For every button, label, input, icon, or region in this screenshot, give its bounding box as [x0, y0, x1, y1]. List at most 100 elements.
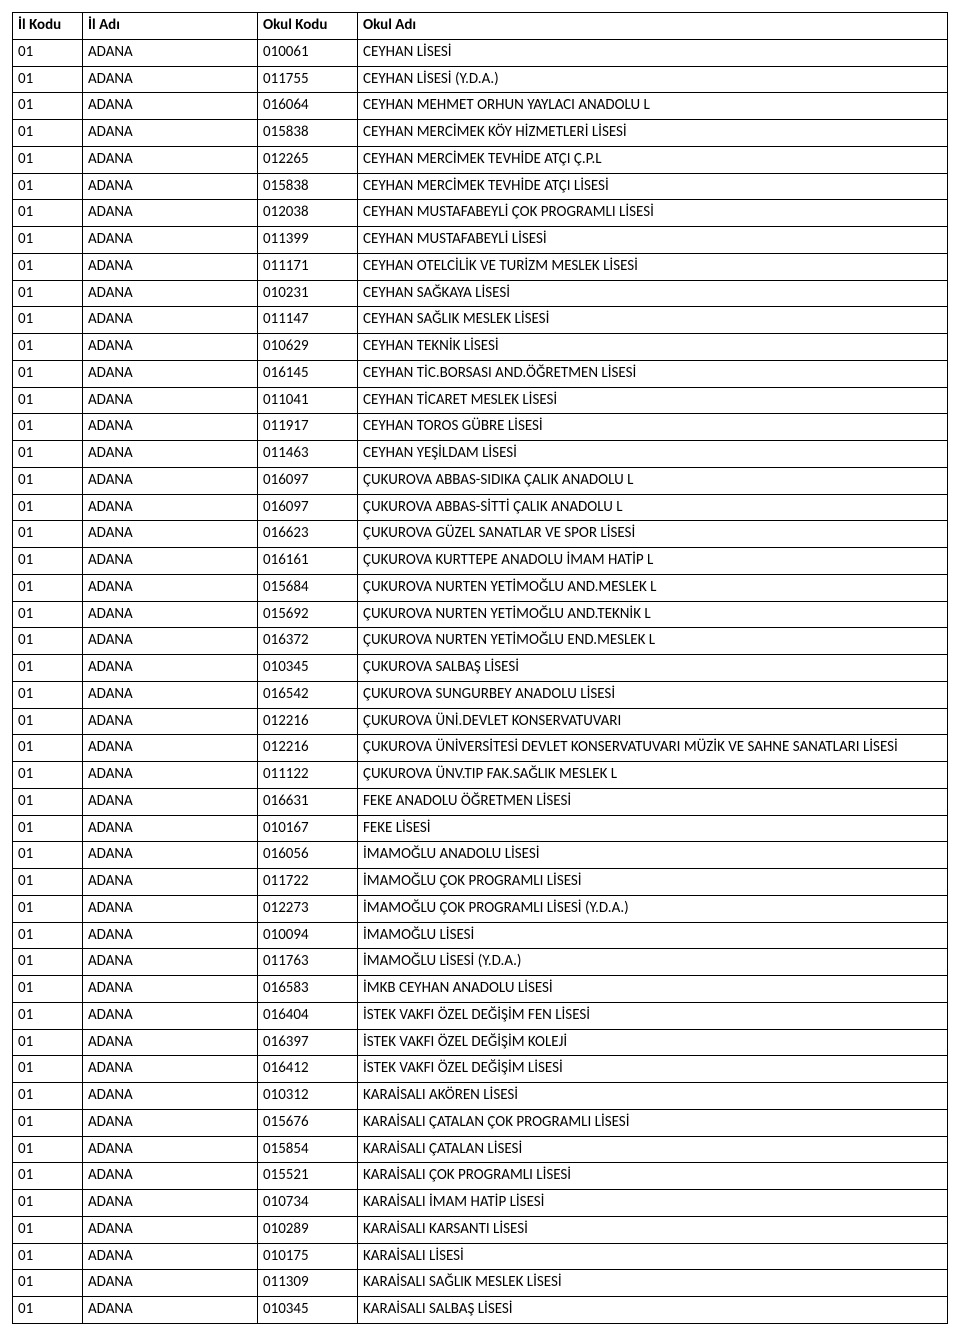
table-cell: İMAMOĞLU ÇOK PROGRAMLI LİSESİ (Y.D.A.) — [358, 895, 948, 922]
table-cell: 01 — [13, 1190, 83, 1217]
table-cell: İMAMOĞLU LİSESİ — [358, 922, 948, 949]
table-cell: 010345 — [258, 1297, 358, 1324]
table-cell: 01 — [13, 842, 83, 869]
table-cell: 011147 — [258, 307, 358, 334]
table-row: 01ADANA010231CEYHAN SAĞKAYA LİSESİ — [13, 280, 948, 307]
table-cell: 016064 — [258, 93, 358, 120]
table-row: 01ADANA012273İMAMOĞLU ÇOK PROGRAMLI LİSE… — [13, 895, 948, 922]
table-cell: 016631 — [258, 788, 358, 815]
table-row: 01ADANA016623ÇUKUROVA GÜZEL SANATLAR VE … — [13, 521, 948, 548]
table-cell: 01 — [13, 1029, 83, 1056]
table-cell: İSTEK VAKFI ÖZEL DEĞİŞİM LİSESİ — [358, 1056, 948, 1083]
table-cell: CEYHAN TİCARET MESLEK LİSESİ — [358, 387, 948, 414]
table-cell: 01 — [13, 441, 83, 468]
table-cell: ADANA — [83, 66, 258, 93]
table-cell: ADANA — [83, 253, 258, 280]
table-cell: 01 — [13, 922, 83, 949]
table-cell: 011722 — [258, 869, 358, 896]
table-cell: ADANA — [83, 1083, 258, 1110]
table-cell: 01 — [13, 601, 83, 628]
table-row: 01ADANA011763İMAMOĞLU LİSESİ (Y.D.A.) — [13, 949, 948, 976]
table-row: 01ADANA011122ÇUKUROVA ÜNV.TIP FAK.SAĞLIK… — [13, 762, 948, 789]
table-row: 01ADANA015838CEYHAN MERCİMEK KÖY HİZMETL… — [13, 120, 948, 147]
table-cell: 01 — [13, 1243, 83, 1270]
table-row: 01ADANA016056İMAMOĞLU ANADOLU LİSESİ — [13, 842, 948, 869]
table-row: 01ADANA012216ÇUKUROVA ÜNİ.DEVLET KONSERV… — [13, 708, 948, 735]
table-cell: 012265 — [258, 146, 358, 173]
table-cell: ÇUKUROVA ÜNİ.DEVLET KONSERVATUVARI — [358, 708, 948, 735]
table-row: 01ADANA016161ÇUKUROVA KURTTEPE ANADOLU İ… — [13, 548, 948, 575]
table-row: 01ADANA015521KARAİSALI ÇOK PROGRAMLI LİS… — [13, 1163, 948, 1190]
table-cell: CEYHAN MUSTAFABEYLİ LİSESİ — [358, 227, 948, 254]
table-cell: 015838 — [258, 173, 358, 200]
table-cell: 01 — [13, 708, 83, 735]
table-cell: 01 — [13, 574, 83, 601]
table-cell: ADANA — [83, 869, 258, 896]
table-cell: 01 — [13, 1056, 83, 1083]
table-cell: 01 — [13, 1270, 83, 1297]
table-cell: 010734 — [258, 1190, 358, 1217]
table-row: 01ADANA011917CEYHAN TOROS GÜBRE LİSESİ — [13, 414, 948, 441]
table-header-row: İl Kodu İl Adı Okul Kodu Okul Adı — [13, 13, 948, 40]
table-cell: 01 — [13, 360, 83, 387]
table-cell: 01 — [13, 521, 83, 548]
table-cell: CEYHAN MEHMET ORHUN YAYLACI ANADOLU L — [358, 93, 948, 120]
table-cell: 016404 — [258, 1002, 358, 1029]
table-row: 01ADANA011309KARAİSALI SAĞLIK MESLEK LİS… — [13, 1270, 948, 1297]
table-row: 01ADANA016372ÇUKUROVA NURTEN YETİMOĞLU E… — [13, 628, 948, 655]
table-cell: 011917 — [258, 414, 358, 441]
table-cell: ADANA — [83, 334, 258, 361]
table-row: 01ADANA016097ÇUKUROVA ABBAS-SİTTİ ÇALIK … — [13, 494, 948, 521]
table-cell: ADANA — [83, 200, 258, 227]
table-row: 01ADANA010167FEKE LİSESİ — [13, 815, 948, 842]
table-body: 01ADANA010061CEYHAN LİSESİ01ADANA011755C… — [13, 39, 948, 1323]
table-cell: CEYHAN MUSTAFABEYLİ ÇOK PROGRAMLI LİSESİ — [358, 200, 948, 227]
table-cell: ÇUKUROVA NURTEN YETİMOĞLU AND.MESLEK L — [358, 574, 948, 601]
table-cell: 010094 — [258, 922, 358, 949]
table-cell: 01 — [13, 788, 83, 815]
table-cell: 016056 — [258, 842, 358, 869]
table-cell: ADANA — [83, 815, 258, 842]
table-cell: 01 — [13, 146, 83, 173]
table-cell: 016372 — [258, 628, 358, 655]
table-cell: 01 — [13, 253, 83, 280]
col-header-iladi: İl Adı — [83, 13, 258, 40]
table-row: 01ADANA016542ÇUKUROVA SUNGURBEY ANADOLU … — [13, 681, 948, 708]
table-row: 01ADANA012038CEYHAN MUSTAFABEYLİ ÇOK PRO… — [13, 200, 948, 227]
table-cell: 016145 — [258, 360, 358, 387]
table-row: 01ADANA010734KARAİSALI İMAM HATİP LİSESİ — [13, 1190, 948, 1217]
table-cell: 010312 — [258, 1083, 358, 1110]
table-cell: CEYHAN LİSESİ — [358, 39, 948, 66]
table-row: 01ADANA011147CEYHAN SAĞLIK MESLEK LİSESİ — [13, 307, 948, 334]
table-cell: 01 — [13, 1002, 83, 1029]
table-cell: 01 — [13, 1216, 83, 1243]
table-cell: 016097 — [258, 467, 358, 494]
table-cell: İSTEK VAKFI ÖZEL DEĞİŞİM KOLEJİ — [358, 1029, 948, 1056]
table-cell: ADANA — [83, 414, 258, 441]
table-cell: 01 — [13, 387, 83, 414]
table-cell: 01 — [13, 895, 83, 922]
table-cell: 010175 — [258, 1243, 358, 1270]
table-cell: 01 — [13, 762, 83, 789]
table-cell: 016097 — [258, 494, 358, 521]
table-cell: 012038 — [258, 200, 358, 227]
table-cell: ÇUKUROVA NURTEN YETİMOĞLU AND.TEKNİK L — [358, 601, 948, 628]
table-cell: İMAMOĞLU LİSESİ (Y.D.A.) — [358, 949, 948, 976]
table-cell: ADANA — [83, 1270, 258, 1297]
table-cell: 01 — [13, 120, 83, 147]
table-cell: ADANA — [83, 922, 258, 949]
table-cell: CEYHAN YEŞİLDAM LİSESİ — [358, 441, 948, 468]
table-cell: 01 — [13, 494, 83, 521]
col-header-okuladi: Okul Adı — [358, 13, 948, 40]
table-cell: ADANA — [83, 895, 258, 922]
table-cell: 016412 — [258, 1056, 358, 1083]
table-row: 01ADANA016097ÇUKUROVA ABBAS-SIDIKA ÇALIK… — [13, 467, 948, 494]
table-cell: 01 — [13, 815, 83, 842]
table-cell: CEYHAN MERCİMEK TEVHİDE ATÇI LİSESİ — [358, 173, 948, 200]
table-cell: 016161 — [258, 548, 358, 575]
table-cell: ADANA — [83, 1243, 258, 1270]
schools-table: İl Kodu İl Adı Okul Kodu Okul Adı 01ADAN… — [12, 12, 948, 1324]
table-cell: 01 — [13, 414, 83, 441]
table-row: 01ADANA010061CEYHAN LİSESİ — [13, 39, 948, 66]
table-cell: ADANA — [83, 307, 258, 334]
